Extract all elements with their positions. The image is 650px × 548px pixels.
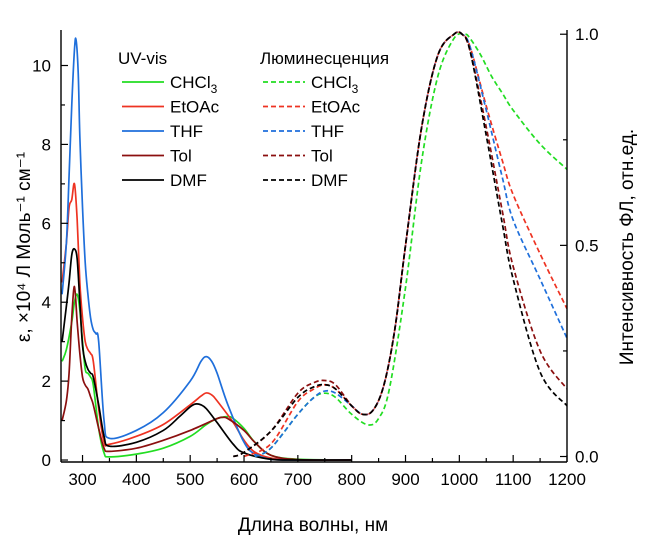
- y-left-tick-label: 8: [42, 135, 51, 154]
- x-tick-label: 800: [337, 470, 365, 489]
- y-right-tick-label: 0.0: [575, 448, 599, 467]
- x-tick-label: 700: [284, 470, 312, 489]
- x-tick-label: 1100: [495, 470, 532, 489]
- y-left-tick-label: 10: [32, 57, 51, 76]
- axes-layer: 300 400 500 600 700 800 900 1000 1100 1200 0 2 4 6 8 10…: [32, 25, 599, 489]
- y-left-tick-label: 2: [42, 372, 51, 391]
- uv-series-thf: [61, 37, 352, 461]
- legend-pl-label: THF: [311, 122, 344, 141]
- x-tick-label: 1000: [440, 470, 478, 489]
- y-right-tick-label: 1.0: [575, 25, 599, 44]
- x-tick-label: 600: [230, 470, 258, 489]
- uv-series-etoac: [61, 182, 352, 462]
- x-tick-label: 900: [391, 470, 419, 489]
- x-tick-label: 1200: [548, 470, 586, 489]
- legend-pl-label: DMF: [311, 171, 348, 190]
- pl-series-chcl3: [254, 32, 567, 458]
- y-axis-left-label: ε, ×10⁴ Л Моль⁻¹ см⁻¹: [14, 152, 35, 342]
- y-left-tick-label: 6: [42, 214, 51, 233]
- uv-series-tol: [61, 285, 352, 461]
- y-axis-right-label: Интенсивность ФЛ, отн.ед.: [617, 129, 638, 365]
- pl-series-etoac: [243, 31, 567, 458]
- y-left-tick-label: 0: [42, 451, 51, 470]
- legend-pl-label: Tol: [311, 147, 333, 166]
- legend-uv-label: Tol: [170, 147, 192, 166]
- x-axis-label: Длина волны, нм: [238, 515, 388, 536]
- legend-pl-label: CHCl3: [311, 73, 359, 96]
- legend-pl-title: Люминесценция: [260, 49, 389, 68]
- y-left-tick-label: 4: [42, 293, 51, 312]
- pl-series-thf: [254, 31, 567, 458]
- uv-series-dmf: [61, 247, 352, 461]
- legend: UV-vis Люминесценция CHCl3 CHCl3 EtOAc EtOAc T…: [118, 49, 389, 190]
- legend-uv-label: THF: [170, 122, 203, 141]
- legend-uv-label: DMF: [170, 171, 207, 190]
- pl-series-dmf: [232, 30, 567, 458]
- pl-series-tol: [232, 30, 567, 458]
- legend-uv-label: CHCl3: [170, 73, 218, 96]
- x-tick-label: 400: [122, 470, 150, 489]
- legend-pl-label: EtOAc: [311, 98, 361, 117]
- x-tick-label: 500: [176, 470, 204, 489]
- x-tick-label: 300: [68, 470, 96, 489]
- curves-layer: [61, 30, 567, 462]
- uv-series-chcl3: [61, 293, 352, 461]
- legend-uv-title: UV-vis: [118, 49, 167, 68]
- y-right-tick-label: 0.5: [575, 236, 599, 255]
- legend-uv-label: EtOAc: [170, 98, 220, 117]
